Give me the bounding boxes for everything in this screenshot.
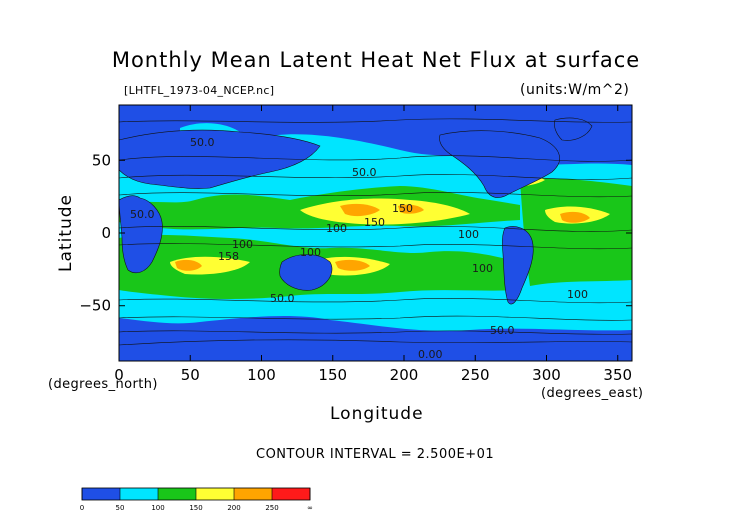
- colorbar-label: 100: [151, 504, 164, 512]
- colorbar-bin: [177, 488, 197, 500]
- level-100-150-region-atlantic: [520, 178, 632, 286]
- x-axis-units: (degrees_east): [541, 386, 644, 401]
- contour-label: 100: [326, 222, 347, 235]
- colorbar-bin: [82, 488, 102, 500]
- contour-label: 100: [300, 246, 321, 259]
- land-antarctica: [119, 339, 632, 361]
- contour-label: 50.0: [130, 208, 155, 221]
- colorbar-label: 50: [116, 504, 125, 512]
- level-150-200-region-pacific-n: [300, 198, 470, 225]
- contour-label: 100: [472, 262, 493, 275]
- units-label: (units:W/m^2): [520, 82, 630, 98]
- colorbar-label: ∞: [307, 504, 313, 512]
- axes: 0 50 100 150 200 250 300 350 50 0 −50: [79, 105, 632, 384]
- level-200-250-region-atlantic: [560, 211, 590, 223]
- land-australia: [279, 254, 333, 291]
- x-tick-label: 150: [318, 366, 347, 384]
- colorbar-label: 0: [80, 504, 84, 512]
- x-tick-label: 50: [181, 366, 200, 384]
- y-axis-units: (degrees_north): [48, 377, 158, 392]
- level-200-250-region-pacific-n: [340, 203, 380, 217]
- contour-label: 50.0: [270, 292, 295, 305]
- colorbar-bin: [120, 488, 140, 500]
- colorbar-bin: [196, 488, 216, 500]
- colorbar-label: 250: [265, 504, 278, 512]
- land-greenland: [554, 117, 593, 141]
- x-tick-label: 350: [603, 366, 632, 384]
- y-tick-label: 0: [101, 224, 111, 242]
- level-200-250-region-indian: [175, 259, 202, 271]
- contour-label: 100: [458, 228, 479, 241]
- land-north-america: [439, 130, 560, 198]
- chart-title: Monthly Mean Latent Heat Net Flux at sur…: [111, 48, 641, 72]
- colorbar-bin: [215, 488, 235, 500]
- land-eurasia: [119, 129, 321, 189]
- contour-label: 0.00: [418, 348, 443, 361]
- land-africa: [119, 195, 163, 274]
- contour-label: 150: [392, 202, 413, 215]
- contour-label: 50.0: [490, 324, 515, 337]
- contour-label: 158: [218, 250, 239, 263]
- contour-lines: [119, 118, 632, 335]
- level-200-250-region-pacific-n2: [398, 204, 424, 214]
- contour-label: 100: [232, 238, 253, 251]
- contour-label-group: 50.0 50.0 50.0 100 150 150 100 100 100 1…: [130, 136, 588, 361]
- colorbar-label: 200: [227, 504, 240, 512]
- colorbar-bin: [158, 488, 178, 500]
- colorbar: 0 50 100 150 200 250 ∞: [80, 487, 313, 512]
- contour-label: 50.0: [352, 166, 377, 179]
- x-tick-label: 0: [114, 366, 124, 384]
- colorbar-bin: [253, 488, 273, 500]
- colorbar-bin: [101, 488, 121, 500]
- colorbar-label: 150: [189, 504, 202, 512]
- contour-interval-text: CONTOUR INTERVAL = 2.500E+01: [256, 447, 495, 462]
- file-label: [LHTFL_1973-04_NCEP.nc]: [124, 84, 275, 97]
- x-tick-label: 250: [461, 366, 490, 384]
- level-200-250-region-pacific-s: [335, 259, 370, 271]
- colorbar-bin: [234, 488, 254, 500]
- colorbar-bin: [272, 488, 292, 500]
- x-tick-label: 300: [532, 366, 561, 384]
- y-tick-label: 50: [92, 151, 111, 169]
- contour-label: 50.0: [190, 136, 215, 149]
- plot-area: 50.0 50.0 50.0 100 150 150 100 100 100 1…: [119, 105, 632, 361]
- colorbar-bin: [291, 488, 311, 500]
- x-tick-label: 100: [247, 366, 276, 384]
- contour-label: 150: [364, 216, 385, 229]
- contour-label: 100: [567, 288, 588, 301]
- x-tick-label: 200: [390, 366, 419, 384]
- y-tick-label: −50: [79, 297, 111, 315]
- x-axis-label: Longitude: [330, 404, 424, 424]
- colorbar-bin: [139, 488, 159, 500]
